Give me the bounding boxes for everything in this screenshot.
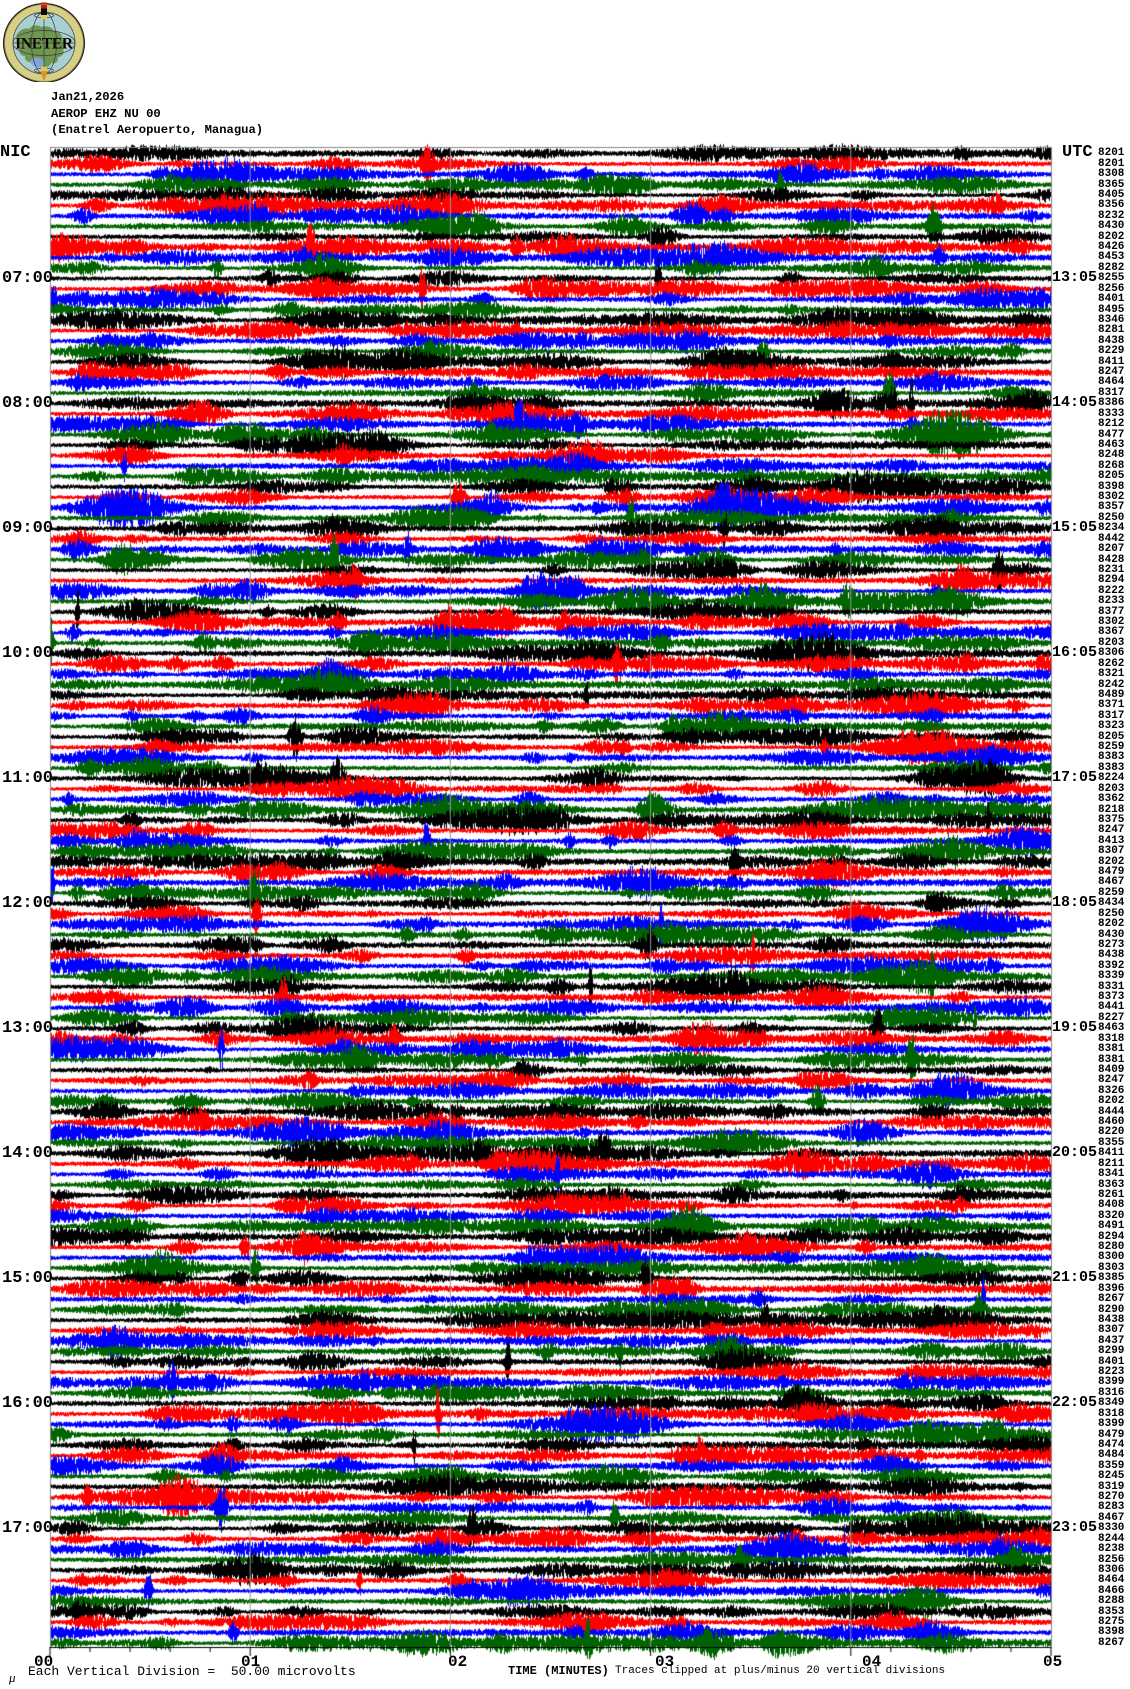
svg-text:INETER: INETER bbox=[15, 36, 74, 53]
